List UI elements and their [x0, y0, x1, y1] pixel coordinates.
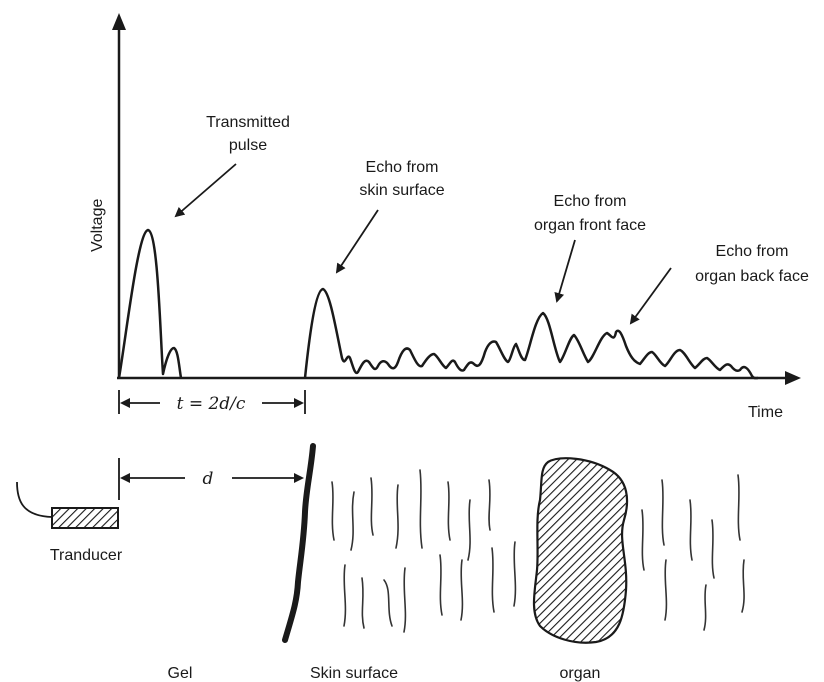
callout-arrows [174, 163, 672, 325]
front-face-echo-arrow [554, 239, 576, 303]
svg-text:Echo from: Echo from [716, 243, 789, 260]
skin-echo-label: Echo from skin surface [359, 159, 444, 199]
transducer-cable [16, 481, 53, 518]
transmitted-pulse-trace [117, 228, 183, 379]
skin-surface-label: Skin surface [310, 665, 398, 682]
tissue-texture [331, 469, 745, 633]
echo-train-trace [303, 287, 759, 380]
transmitted-pulse-arrow [174, 163, 237, 218]
transducer [16, 481, 119, 529]
axes [112, 13, 801, 385]
gel-label: Gel [168, 665, 193, 682]
svg-text:Echo from: Echo from [366, 159, 439, 176]
organ-label: organ [560, 665, 601, 682]
skin-surface-line [282, 443, 316, 643]
time-formula: t = 2d/c [177, 394, 246, 414]
transducer-body [51, 507, 119, 529]
y-axis-arrowhead [112, 13, 126, 30]
organ-shape [532, 457, 629, 644]
y-axis-label: Voltage [89, 199, 106, 252]
svg-text:organ front face: organ front face [534, 217, 646, 234]
svg-text:Transmitted: Transmitted [206, 114, 290, 131]
echo-signal [117, 228, 759, 380]
svg-text:skin surface: skin surface [359, 182, 444, 199]
skin-echo-arrow [335, 209, 379, 274]
back-face-echo-label: Echo from organ back face [695, 243, 809, 285]
transmitted-pulse-label: Transmitted pulse [206, 114, 290, 154]
time-interval-dimension [118, 390, 306, 414]
svg-text:organ back face: organ back face [695, 268, 809, 285]
svg-text:Echo from: Echo from [554, 193, 627, 210]
distance-symbol: d [203, 469, 214, 489]
transducer-label: Tranducer [50, 547, 123, 564]
front-face-echo-label: Echo from organ front face [534, 193, 646, 234]
back-face-echo-arrow [629, 267, 672, 325]
distance-dimension [118, 458, 304, 500]
x-axis-label: Time [748, 404, 783, 421]
svg-text:pulse: pulse [229, 137, 267, 154]
x-axis-arrowhead [785, 371, 801, 385]
